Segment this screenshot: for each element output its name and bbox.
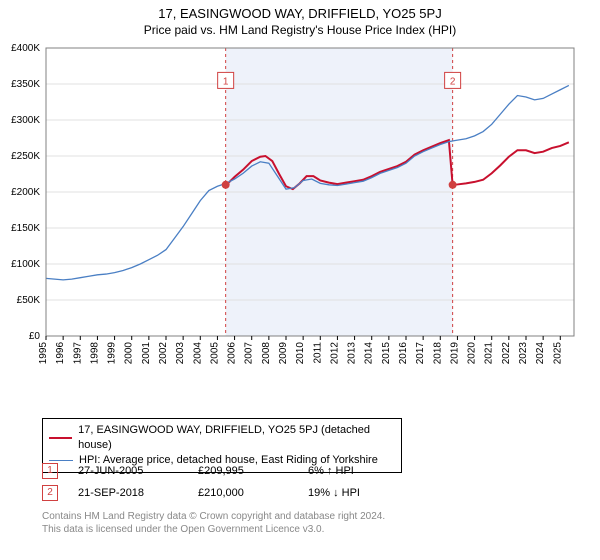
svg-text:£250K: £250K	[11, 151, 40, 162]
svg-text:2000: 2000	[124, 342, 135, 365]
svg-text:1996: 1996	[55, 342, 66, 365]
svg-text:2: 2	[450, 76, 456, 87]
svg-text:2013: 2013	[347, 342, 358, 365]
svg-text:1995: 1995	[38, 342, 49, 365]
footer-line-2: This data is licensed under the Open Gov…	[42, 523, 385, 536]
svg-text:2012: 2012	[329, 342, 340, 365]
legend-label-property: 17, EASINGWOOD WAY, DRIFFIELD, YO25 5PJ …	[78, 423, 395, 453]
svg-text:£150K: £150K	[11, 223, 40, 234]
svg-text:2017: 2017	[415, 342, 426, 365]
svg-text:2002: 2002	[158, 342, 169, 365]
svg-text:2025: 2025	[552, 342, 563, 365]
svg-text:2020: 2020	[467, 342, 478, 365]
sale-diff: 19% ↓ HPI	[308, 487, 428, 499]
svg-text:2018: 2018	[432, 342, 443, 365]
sale-marker-2: 2	[42, 485, 58, 501]
svg-text:2021: 2021	[484, 342, 495, 365]
price-chart: 12£0£50K£100K£150K£200K£250K£300K£350K£4…	[42, 44, 582, 384]
svg-text:2010: 2010	[295, 342, 306, 365]
svg-text:2006: 2006	[227, 342, 238, 365]
svg-text:2016: 2016	[398, 342, 409, 365]
svg-text:2011: 2011	[312, 342, 323, 364]
footer-attribution: Contains HM Land Registry data © Crown c…	[42, 510, 385, 536]
svg-text:£400K: £400K	[11, 43, 40, 54]
sale-date: 21-SEP-2018	[78, 487, 198, 499]
svg-text:1999: 1999	[107, 342, 118, 365]
sale-marker-1: 1	[42, 463, 58, 479]
svg-text:£100K: £100K	[11, 259, 40, 270]
legend-row-property: 17, EASINGWOOD WAY, DRIFFIELD, YO25 5PJ …	[49, 423, 395, 453]
svg-text:£200K: £200K	[11, 187, 40, 198]
svg-text:2001: 2001	[141, 342, 152, 365]
chart-container: 17, EASINGWOOD WAY, DRIFFIELD, YO25 5PJ …	[0, 0, 600, 560]
svg-text:2015: 2015	[381, 342, 392, 365]
svg-text:2023: 2023	[518, 342, 529, 365]
svg-text:2007: 2007	[244, 342, 255, 365]
svg-text:2008: 2008	[261, 342, 272, 365]
legend-swatch-property	[49, 437, 72, 439]
svg-text:2004: 2004	[192, 342, 203, 365]
sale-date: 27-JUN-2005	[78, 465, 198, 477]
svg-text:£50K: £50K	[17, 295, 41, 306]
svg-text:£350K: £350K	[11, 79, 40, 90]
svg-text:2003: 2003	[175, 342, 186, 365]
svg-text:2005: 2005	[209, 342, 220, 365]
svg-text:1: 1	[223, 76, 229, 87]
sale-price: £209,995	[198, 465, 308, 477]
sale-price: £210,000	[198, 487, 308, 499]
svg-text:2014: 2014	[364, 342, 375, 365]
sale-row: 2 21-SEP-2018 £210,000 19% ↓ HPI	[42, 482, 428, 504]
svg-text:£300K: £300K	[11, 115, 40, 126]
svg-text:2009: 2009	[278, 342, 289, 365]
footer-line-1: Contains HM Land Registry data © Crown c…	[42, 510, 385, 523]
svg-text:£0: £0	[29, 331, 41, 342]
sales-table: 1 27-JUN-2005 £209,995 6% ↑ HPI 2 21-SEP…	[42, 460, 428, 504]
svg-text:2024: 2024	[535, 342, 546, 365]
sale-row: 1 27-JUN-2005 £209,995 6% ↑ HPI	[42, 460, 428, 482]
svg-text:2022: 2022	[501, 342, 512, 365]
chart-title: 17, EASINGWOOD WAY, DRIFFIELD, YO25 5PJ	[0, 0, 600, 21]
sale-diff: 6% ↑ HPI	[308, 465, 428, 477]
svg-text:1997: 1997	[72, 342, 83, 365]
svg-text:2019: 2019	[449, 342, 460, 365]
svg-text:1998: 1998	[89, 342, 100, 365]
chart-subtitle: Price paid vs. HM Land Registry's House …	[0, 21, 600, 41]
